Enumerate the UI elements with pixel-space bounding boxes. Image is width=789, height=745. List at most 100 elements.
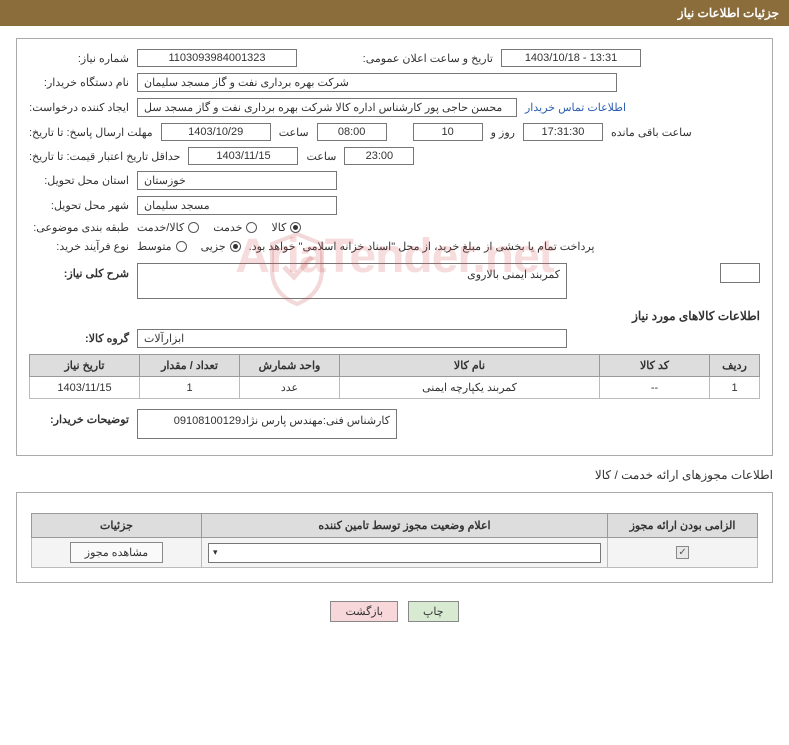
print-button[interactable]: چاپ bbox=[408, 601, 459, 622]
province-label: استان محل تحویل: bbox=[29, 174, 129, 187]
goods-table: ردیف کد کالا نام کالا واحد شمارش تعداد /… bbox=[29, 354, 760, 399]
row-validity: حداقل تاریخ اعتبار قیمت: تا تاریخ: 1403/… bbox=[29, 147, 760, 165]
remaining-label: ساعت باقی مانده bbox=[611, 126, 692, 139]
class-opt1: کالا bbox=[271, 221, 286, 234]
class-radio-both[interactable]: کالا/خدمت bbox=[137, 221, 199, 234]
table-row: 1 -- کمربند یکپارچه ایمنی عدد 1 1403/11/… bbox=[30, 377, 760, 399]
class-label: طبقه بندی موضوعی: bbox=[29, 221, 129, 234]
status-select[interactable]: ▾ bbox=[208, 543, 601, 563]
row-need-number: شماره نیاز: 1103093984001323 تاریخ و ساع… bbox=[29, 49, 760, 67]
chevron-down-icon: ▾ bbox=[213, 547, 218, 558]
class-radio-service[interactable]: خدمت bbox=[213, 221, 257, 234]
province-field: خوزستان bbox=[137, 171, 337, 190]
process-radio-group: جزیی متوسط bbox=[137, 240, 241, 253]
radio-icon bbox=[290, 222, 301, 233]
row-group: گروه کالا: ابزارآلات bbox=[29, 329, 760, 348]
th-name: نام کالا bbox=[340, 355, 600, 377]
buyer-label: نام دستگاه خریدار: bbox=[29, 76, 129, 89]
validity-date-field: 1403/11/15 bbox=[188, 147, 298, 165]
class-radio-goods[interactable]: کالا bbox=[271, 221, 301, 234]
th-mandatory: الزامی بودن ارائه مجوز bbox=[608, 514, 758, 538]
td-status: ▾ bbox=[202, 538, 608, 568]
license-table: الزامی بودن ارائه مجوز اعلام وضعیت مجوز … bbox=[31, 513, 758, 568]
announce-field: 13:31 - 1403/10/18 bbox=[501, 49, 641, 67]
th-unit: واحد شمارش bbox=[240, 355, 340, 377]
group-label: گروه کالا: bbox=[29, 332, 129, 345]
notes-field: کارشناس فنی:مهندس پارس نژاد09108100129 bbox=[137, 409, 397, 439]
hour-label-2: ساعت bbox=[306, 150, 336, 163]
back-button[interactable]: بازگشت bbox=[330, 601, 398, 622]
days-word: روز و bbox=[491, 126, 515, 139]
city-label: شهر محل تحویل: bbox=[29, 199, 129, 212]
page-header: جزئیات اطلاعات نیاز bbox=[0, 0, 789, 26]
days-count-field: 10 bbox=[413, 123, 483, 141]
th-row: ردیف bbox=[710, 355, 760, 377]
hour-label-1: ساعت bbox=[279, 126, 309, 139]
class-radio-group: کالا خدمت کالا/خدمت bbox=[137, 221, 301, 234]
td-date: 1403/11/15 bbox=[30, 377, 140, 399]
td-name: کمربند یکپارچه ایمنی bbox=[340, 377, 600, 399]
row-deadline: مهلت ارسال پاسخ: تا تاریخ: 1403/10/29 سا… bbox=[29, 123, 760, 141]
desc-field: کمربند ایمنی بالاروی bbox=[137, 263, 567, 299]
process-note: پرداخت تمام یا بخشی از مبلغ خرید، از محل… bbox=[249, 240, 595, 253]
countdown-field: 17:31:30 bbox=[523, 123, 603, 141]
page-title: جزئیات اطلاعات نیاز bbox=[678, 6, 779, 20]
process-radio-medium[interactable]: متوسط bbox=[137, 240, 187, 253]
view-license-button[interactable]: مشاهده مجوز bbox=[70, 542, 163, 563]
validity-hour-field: 23:00 bbox=[344, 147, 414, 165]
need-number-label: شماره نیاز: bbox=[29, 52, 129, 65]
row-classification: طبقه بندی موضوعی: کالا خدمت کالا/خدمت bbox=[29, 221, 760, 234]
th-details: جزئیات bbox=[32, 514, 202, 538]
td-unit: عدد bbox=[240, 377, 340, 399]
row-buyer-notes: توضیحات خریدار: کارشناس فنی:مهندس پارس ن… bbox=[29, 409, 760, 439]
deadline-label: مهلت ارسال پاسخ: تا تاریخ: bbox=[29, 126, 153, 139]
radio-icon bbox=[230, 241, 241, 252]
row-city: شهر محل تحویل: مسجد سلیمان bbox=[29, 196, 760, 215]
row-buyer: نام دستگاه خریدار: شرکت بهره برداری نفت … bbox=[29, 73, 760, 92]
th-qty: تعداد / مقدار bbox=[140, 355, 240, 377]
license-header-row: الزامی بودن ارائه مجوز اعلام وضعیت مجوز … bbox=[32, 514, 758, 538]
desc-label: شرح کلی نیاز: bbox=[29, 263, 129, 280]
table-header-row: ردیف کد کالا نام کالا واحد شمارش تعداد /… bbox=[30, 355, 760, 377]
row-process: نوع فرآیند خرید: جزیی متوسط پرداخت تمام … bbox=[29, 240, 760, 253]
radio-icon bbox=[176, 241, 187, 252]
process-label: نوع فرآیند خرید: bbox=[29, 240, 129, 253]
requester-field: محسن حاجی پور کارشناس اداره کالا شرکت به… bbox=[137, 98, 517, 117]
process-radio-minor[interactable]: جزیی bbox=[201, 240, 241, 253]
group-field: ابزارآلات bbox=[137, 329, 567, 348]
td-qty: 1 bbox=[140, 377, 240, 399]
row-requester: ایجاد کننده درخواست: محسن حاجی پور کارشن… bbox=[29, 98, 760, 117]
process-opt1: جزیی bbox=[201, 240, 226, 253]
th-code: کد کالا bbox=[600, 355, 710, 377]
th-status: اعلام وضعیت مجوز توسط تامین کننده bbox=[202, 514, 608, 538]
mini-box bbox=[720, 263, 760, 283]
radio-icon bbox=[188, 222, 199, 233]
row-province: استان محل تحویل: خوزستان bbox=[29, 171, 760, 190]
city-field: مسجد سلیمان bbox=[137, 196, 337, 215]
buyer-field: شرکت بهره برداری نفت و گاز مسجد سلیمان bbox=[137, 73, 617, 92]
class-opt3: کالا/خدمت bbox=[137, 221, 184, 234]
requester-label: ایجاد کننده درخواست: bbox=[29, 101, 129, 114]
license-section-title: اطلاعات مجوزهای ارائه خدمت / کالا bbox=[0, 464, 789, 486]
check-icon: ✓ bbox=[678, 547, 686, 558]
row-description: شرح کلی نیاز: کمربند ایمنی بالاروی bbox=[29, 263, 760, 299]
notes-label: توضیحات خریدار: bbox=[29, 409, 129, 426]
validity-label: حداقل تاریخ اعتبار قیمت: تا تاریخ: bbox=[29, 150, 180, 163]
radio-icon bbox=[246, 222, 257, 233]
action-buttons: چاپ بازگشت bbox=[0, 593, 789, 636]
need-number-field: 1103093984001323 bbox=[137, 49, 297, 67]
goods-info-title: اطلاعات کالاهای مورد نیاز bbox=[29, 309, 760, 323]
td-details: مشاهده مجوز bbox=[32, 538, 202, 568]
deadline-hour-field: 08:00 bbox=[317, 123, 387, 141]
license-row: ✓ ▾ مشاهده مجوز bbox=[32, 538, 758, 568]
main-panel: AriaTender.net شماره نیاز: 1103093984001… bbox=[16, 38, 773, 456]
mandatory-checkbox[interactable]: ✓ bbox=[676, 546, 689, 559]
class-opt2: خدمت bbox=[213, 221, 242, 234]
td-code: -- bbox=[600, 377, 710, 399]
announce-label: تاریخ و ساعت اعلان عمومی: bbox=[343, 52, 493, 65]
process-opt2: متوسط bbox=[137, 240, 172, 253]
deadline-date-field: 1403/10/29 bbox=[161, 123, 271, 141]
license-panel: الزامی بودن ارائه مجوز اعلام وضعیت مجوز … bbox=[16, 492, 773, 583]
th-date: تاریخ نیاز bbox=[30, 355, 140, 377]
buyer-contact-link[interactable]: اطلاعات تماس خریدار bbox=[525, 101, 626, 114]
